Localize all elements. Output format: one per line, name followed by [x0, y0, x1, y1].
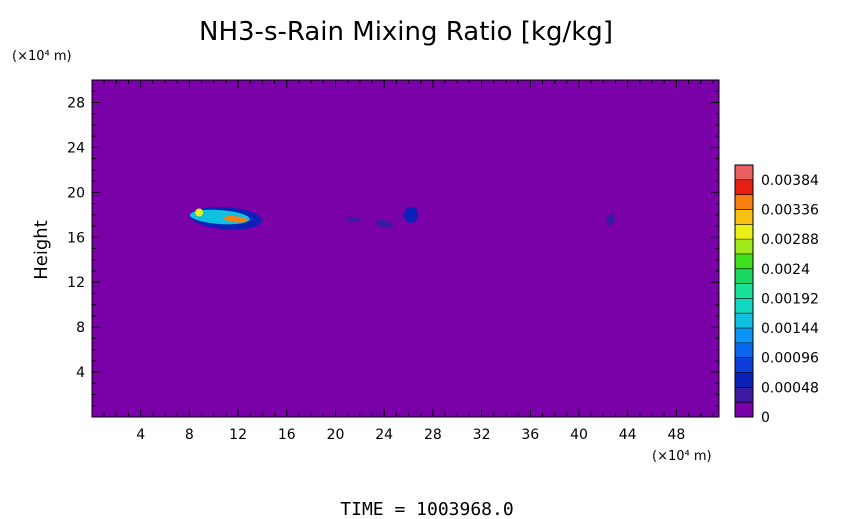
colorbar-segment [735, 194, 753, 210]
y-tick-label: 8 [76, 320, 85, 336]
y-tick-label: 24 [67, 140, 85, 156]
y-tick-label: 20 [67, 185, 85, 201]
x-tick-label: 40 [570, 427, 588, 443]
x-tick-label: 12 [229, 427, 247, 443]
patch-d [375, 220, 394, 228]
y-tick-label: 12 [67, 275, 85, 291]
colorbar-label: 0.00144 [761, 321, 819, 337]
x-tick-label: 28 [424, 427, 442, 443]
colorbar-label: 0.00336 [761, 202, 819, 218]
y-unit-label: (×10⁴ m) [12, 49, 72, 64]
colorbar-label: 0.0024 [761, 262, 810, 278]
x-tick-label: 36 [521, 427, 539, 443]
colorbar-label: 0.00096 [761, 351, 819, 367]
patch-e [403, 206, 418, 223]
time-label: TIME = 1003968.0 [340, 499, 513, 519]
colorbar-segment [735, 313, 753, 329]
colorbar-segment [735, 283, 753, 299]
patch-f [606, 213, 615, 226]
plot-background [92, 80, 719, 417]
colorbar-segment [735, 268, 753, 284]
x-tick-label: 44 [619, 427, 637, 443]
colorbar-segment [735, 357, 753, 373]
chart-title: NH3-s-Rain Mixing Ratio [kg/kg] [199, 17, 613, 47]
colorbar-segment [735, 224, 753, 240]
plot-area [91, 79, 720, 418]
main-core [223, 216, 248, 223]
patch-b [317, 214, 330, 220]
x-tick-label: 48 [667, 427, 685, 443]
x-tick-label: 16 [278, 427, 296, 443]
colorbar-frame [734, 164, 754, 418]
x-tick-label: 8 [185, 427, 194, 443]
colorbar-label: 0.00048 [761, 380, 819, 396]
x-tick-label: 4 [136, 427, 145, 443]
x-tick-label: 32 [473, 427, 491, 443]
colorbar-segment [735, 165, 753, 181]
y-tick-label: 28 [67, 95, 85, 111]
colorbar-segment [735, 253, 753, 270]
colorbar-segment [735, 328, 753, 344]
x-unit-label: (×10⁴ m) [652, 449, 712, 464]
colorbar-label: 0.00192 [761, 291, 819, 307]
x-tick-label: 20 [327, 427, 345, 443]
colorbar-segment [735, 372, 753, 388]
colorbar-segment [735, 402, 753, 418]
y-axis-label: Height [31, 220, 52, 280]
colorbar-segment [735, 387, 753, 403]
colorbar-segment [735, 179, 753, 196]
colorbar-segment [735, 342, 753, 359]
patch-c [346, 216, 361, 222]
colorbar-label: 0.00288 [761, 232, 819, 248]
colorbar-label: 0.00384 [761, 173, 819, 189]
colorbar-label: 0 [761, 410, 770, 426]
colorbar-segment [735, 239, 753, 255]
colorbar-segment [735, 298, 753, 314]
colorbar-segment [735, 209, 753, 225]
x-tick-label: 24 [375, 427, 393, 443]
patch-a [292, 210, 301, 215]
y-tick-label: 16 [67, 230, 85, 246]
y-tick-label: 4 [76, 365, 85, 381]
main-left-core [195, 208, 204, 217]
colorbar: 0.00384 0.00336 0.00288 0.0024 0.00192 0.0014… [734, 164, 819, 426]
